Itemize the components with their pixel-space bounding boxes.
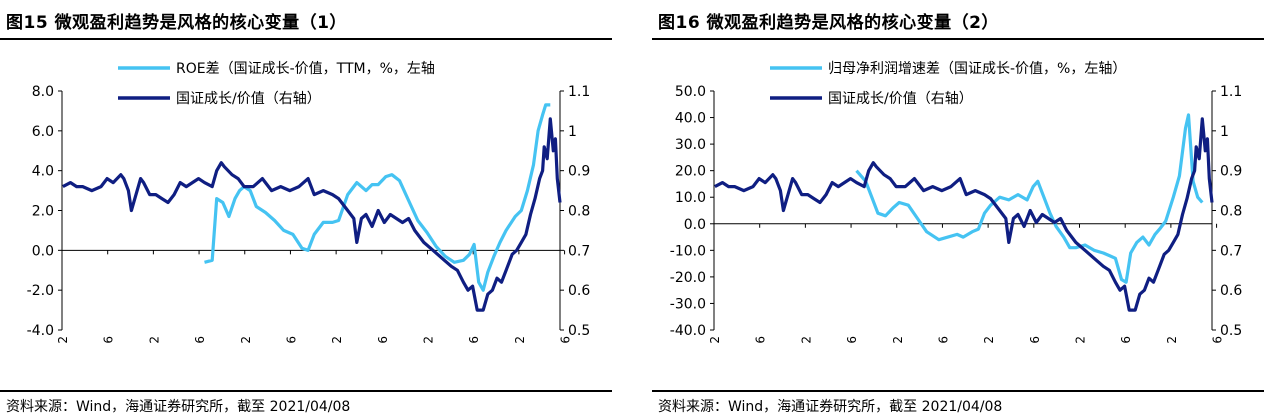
y-left-tick-label: 0.0: [684, 217, 706, 233]
x-tick-label: 18/06: [1119, 336, 1133, 344]
x-tick-label: 15/06: [1028, 336, 1042, 344]
legend-label: 国证成长/价值（右轴）: [828, 91, 973, 107]
series-line-1: [855, 113, 1204, 284]
y-right-tick-label: 1.1: [568, 84, 590, 100]
y-left-tick-label: -4.0: [27, 323, 54, 339]
y-right-tick-label: 1.1: [1220, 84, 1242, 100]
y-right-tick-label: 1: [1220, 124, 1229, 140]
x-tick-label: 21/06: [559, 336, 573, 344]
title-rule: [652, 38, 1264, 40]
chart-panel-2: 图16 微观盈利趋势是风格的核心变量（2） 50.0 40.0 30.0 20.0 10…: [652, 0, 1264, 418]
source-rule: [652, 390, 1264, 392]
chart-panel-1: 图15 微观盈利趋势是风格的核心变量（1） 8.0 6.0 4.0 2.0 0.0 -2.…: [0, 0, 612, 418]
x-tick-label: 07/12: [147, 336, 161, 344]
y-left-tick-label: -10.0: [670, 243, 706, 259]
legend-label: ROE差（国证成长-价值，TTM，%，左轴: [176, 61, 435, 77]
y-right-tick-label: 0.5: [568, 323, 590, 339]
x-tick-label: 12/06: [936, 336, 950, 344]
x-tick-label: 13/12: [330, 336, 344, 344]
x-tick-label: 04/12: [708, 336, 722, 344]
y-right-tick-label: 0.9: [1220, 164, 1242, 180]
series-line-2: [714, 117, 1214, 312]
figure-title: 图15 微观盈利趋势是风格的核心变量（1）: [6, 13, 347, 33]
chart-svg: 50.0 40.0 30.0 20.0 10.0 0.0 -10.0 -20.0 -30.0 -4…: [670, 60, 1243, 344]
y-right-tick-label: 0.7: [568, 243, 590, 259]
y-left-tick-label: 0.0: [32, 243, 54, 259]
x-tick-label: 19/12: [513, 336, 527, 344]
y-left-tick-label: 40.0: [675, 111, 706, 127]
x-tick-label: 19/12: [1165, 336, 1179, 344]
y-right-tick-label: 0.8: [568, 204, 590, 220]
y-right-tick-label: 1: [568, 124, 577, 140]
x-tick-label: 06/06: [102, 336, 116, 344]
x-tick-label: 16/12: [422, 336, 436, 344]
x-tick-label: 09/06: [845, 336, 859, 344]
title-rule: [0, 38, 612, 40]
x-tick-label: 12/06: [284, 336, 298, 344]
source-note: 资料来源：Wind，海通证券研究所，截至 2021/04/08: [6, 399, 351, 415]
y-left-tick-label: -30.0: [670, 296, 706, 312]
y-left-tick-label: 4.0: [32, 164, 54, 180]
y-left-tick-label: 8.0: [32, 84, 54, 100]
y-right-tick-label: 0.9: [568, 164, 590, 180]
y-right-tick-label: 0.5: [1220, 323, 1242, 339]
y-left-tick-label: 50.0: [675, 84, 706, 100]
y-left-tick-label: -20.0: [670, 270, 706, 286]
x-tick-label: 18/06: [467, 336, 481, 344]
x-tick-label: 10/12: [239, 336, 253, 344]
y-right-tick-label: 0.6: [568, 283, 590, 299]
x-tick-label: 09/06: [193, 336, 207, 344]
x-tick-label: 13/12: [982, 336, 996, 344]
legend-label: 国证成长/价值（右轴）: [176, 91, 321, 107]
x-tick-label: 15/06: [376, 336, 390, 344]
y-right-tick-label: 0.6: [1220, 283, 1242, 299]
figure-title: 图16 微观盈利趋势是风格的核心变量（2）: [658, 13, 999, 33]
y-left-tick-label: 30.0: [675, 137, 706, 153]
y-right-tick-label: 0.7: [1220, 243, 1242, 259]
legend-label: 归母净利润增速差（国证成长-价值，%，左轴）: [828, 60, 1126, 77]
y-left-tick-label: 10.0: [675, 190, 706, 206]
x-tick-label: 10/12: [891, 336, 905, 344]
source-rule: [0, 390, 612, 392]
x-tick-label: 06/06: [754, 336, 768, 344]
source-note: 资料来源：Wind，海通证券研究所，截至 2021/04/08: [658, 399, 1003, 415]
y-left-tick-label: 2.0: [32, 204, 54, 220]
y-right-tick-label: 0.8: [1220, 204, 1242, 220]
x-tick-label: 16/12: [1074, 336, 1088, 344]
y-left-tick-label: -40.0: [670, 323, 706, 339]
x-tick-label: 21/06: [1211, 336, 1225, 344]
y-left-tick-label: 20.0: [675, 164, 706, 180]
x-tick-label: 04/12: [56, 336, 70, 344]
chart-svg: 8.0 6.0 4.0 2.0 0.0 -2.0 -4.0 1.1 1 0.9 0.8 0.7 0.6 0…: [27, 61, 591, 344]
x-tick-label: 07/12: [799, 336, 813, 344]
y-left-tick-label: 6.0: [32, 124, 54, 140]
y-left-tick-label: -2.0: [27, 283, 54, 299]
series-line-2: [62, 117, 562, 312]
series-line-1: [204, 103, 551, 292]
